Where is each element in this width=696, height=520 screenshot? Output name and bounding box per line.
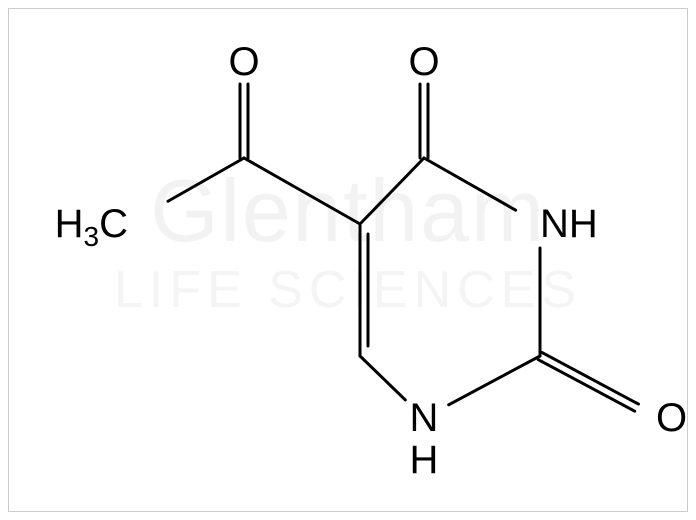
atom-N1: N (410, 398, 439, 438)
atom-N3: NH (540, 204, 598, 244)
atom-O2: O (408, 42, 439, 82)
atom-O3: O (656, 398, 687, 438)
atom-N1-h: H (410, 440, 439, 480)
atom-CH3: H3C (55, 204, 128, 244)
atom-O1: O (228, 42, 259, 82)
chemical-structure (0, 0, 696, 520)
